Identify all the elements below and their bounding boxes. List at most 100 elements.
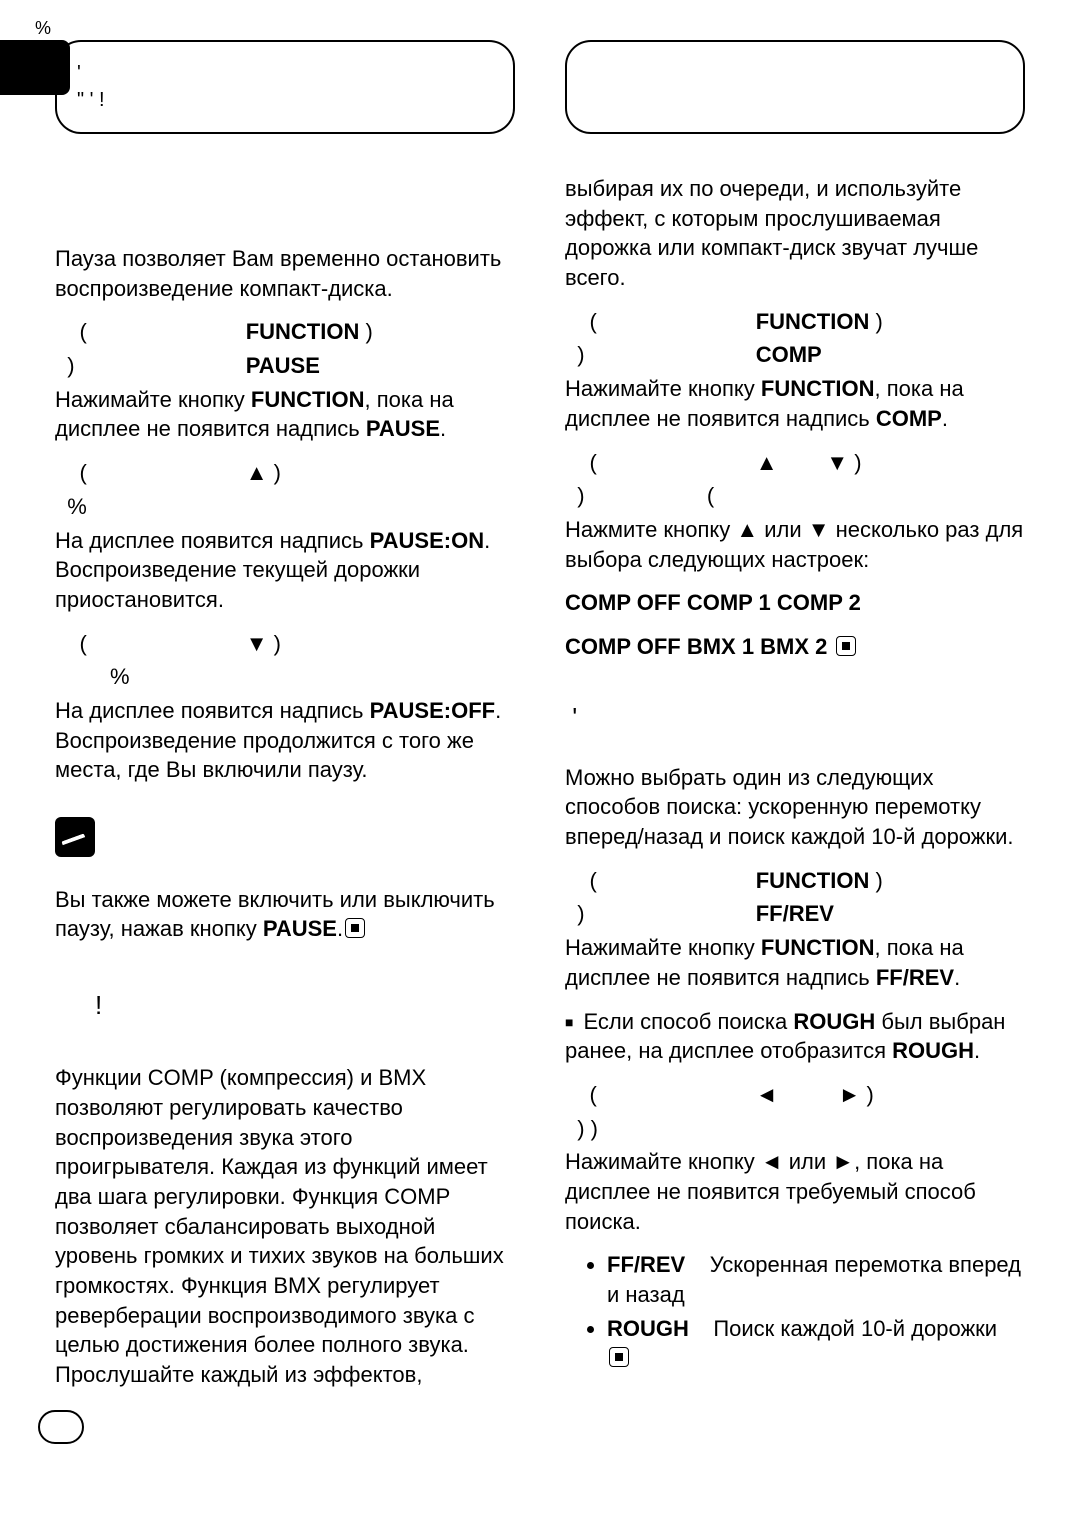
paren: ) bbox=[875, 868, 882, 893]
t: ' bbox=[572, 702, 577, 732]
t: FF/REV bbox=[876, 965, 954, 990]
square-bullet-icon bbox=[565, 1009, 583, 1034]
step-body: Нажимайте кнопку FUNCTION, пока на диспл… bbox=[55, 385, 515, 444]
t: . bbox=[942, 406, 948, 431]
function-label: FUNCTION bbox=[756, 309, 870, 334]
step-head-line2: % bbox=[55, 662, 515, 692]
paren: ) bbox=[577, 901, 584, 926]
paren: ) bbox=[577, 342, 584, 367]
paren: ) bbox=[854, 450, 861, 475]
pause-intro: Пауза позволяет Вам временно остановить … bbox=[55, 244, 515, 303]
search-options: FF/REV Ускоренная перемотка вперед и наз… bbox=[565, 1250, 1025, 1373]
paren: ( bbox=[707, 483, 714, 508]
paren: ( bbox=[589, 309, 596, 334]
comp-options-2: COMP OFF BMX 1 BMX 2 bbox=[565, 632, 1025, 662]
comp-continuation: выбирая их по очереди, и используйте эфф… bbox=[565, 174, 1025, 293]
t: FUNCTION bbox=[761, 935, 875, 960]
right-column: выбирая их по очереди, и используйте эфф… bbox=[565, 30, 1025, 1434]
triangle-left-icon bbox=[756, 1082, 778, 1107]
triangle-left-icon bbox=[761, 1149, 783, 1174]
columns: ' " ' ! Пауза позволяет Вам временно ост… bbox=[0, 30, 1080, 1434]
triangle-up-icon bbox=[736, 517, 758, 542]
t: Нажимайте кнопку bbox=[565, 376, 761, 401]
step-head: ( ) bbox=[565, 448, 1025, 478]
paren: ) bbox=[365, 319, 372, 344]
paren: ( bbox=[589, 1082, 596, 1107]
pct: % bbox=[67, 494, 87, 519]
step-head: ( ) bbox=[55, 458, 515, 488]
t: PAUSE bbox=[263, 916, 337, 941]
step-body: Нажмите кнопку или несколько раз для выб… bbox=[565, 515, 1025, 574]
pause-note: Вы также можете включить или выключить п… bbox=[55, 885, 515, 944]
t: FUNCTION bbox=[251, 387, 365, 412]
comp-step2: ( ) ) ( Наж bbox=[565, 448, 1025, 662]
paren: ) bbox=[274, 460, 281, 485]
note-icon bbox=[55, 817, 95, 857]
pause-step2: ( ) % На дисплее появится надпись PAUSE:… bbox=[55, 458, 515, 614]
opt-label: FF/REV bbox=[607, 1252, 685, 1277]
ffrev-label: FF/REV bbox=[756, 901, 834, 926]
t: . bbox=[954, 965, 960, 990]
function-label: FUNCTION bbox=[756, 868, 870, 893]
comp-title-marker: ! bbox=[95, 988, 515, 1023]
t: . bbox=[974, 1038, 980, 1063]
paren: ( bbox=[589, 868, 596, 893]
pause-step1: ( FUNCTION ) ) PAUSE Нажимайте кнопк bbox=[55, 317, 515, 444]
triangle-down-icon bbox=[246, 631, 268, 656]
t: ROUGH bbox=[892, 1038, 974, 1063]
header-box-right bbox=[565, 40, 1025, 134]
side-tab bbox=[0, 40, 70, 95]
triangle-right-icon bbox=[839, 1082, 861, 1107]
step-body: Нажимайте кнопку FUNCTION, пока на диспл… bbox=[565, 933, 1025, 992]
manual-page: % ' " ' ! Пауза позволяет Вам временно о… bbox=[0, 0, 1080, 1474]
search-step2: ( ) ) ) Нажимайте кнопку или , пока на д… bbox=[565, 1080, 1025, 1373]
paren: ) bbox=[875, 309, 882, 334]
paren: ) bbox=[577, 483, 584, 508]
pause-step3: ( ) % На дисплее появится надпись PAUSE:… bbox=[55, 629, 515, 785]
t: ROUGH bbox=[793, 1009, 875, 1034]
paren: ( bbox=[79, 460, 86, 485]
search-option: ROUGH Поиск каждой 10-й дорожки bbox=[607, 1314, 1025, 1373]
t: Нажимайте кнопку bbox=[55, 387, 251, 412]
opt-label: ROUGH bbox=[607, 1316, 689, 1341]
t: Нажмите кнопку bbox=[565, 517, 736, 542]
t: COMP bbox=[876, 406, 942, 431]
step-head: ( ) bbox=[55, 629, 515, 659]
pause-label: PAUSE bbox=[246, 353, 320, 378]
header-box-left: ' " ' ! bbox=[55, 40, 515, 134]
t: PAUSE:OFF bbox=[370, 698, 495, 723]
step-head-line2: ) ( bbox=[565, 481, 1025, 511]
t: PAUSE:ON bbox=[370, 528, 485, 553]
triangle-down-icon bbox=[826, 450, 848, 475]
triangle-up-icon bbox=[246, 460, 268, 485]
t: или bbox=[758, 517, 808, 542]
paren: ( bbox=[79, 319, 86, 344]
triangle-up-icon bbox=[756, 450, 778, 475]
t: ! bbox=[95, 990, 102, 1020]
paren: ( bbox=[79, 631, 86, 656]
step-head: ( ) bbox=[565, 1080, 1025, 1110]
search-step1: ( FUNCTION ) ) FF/REV Нажимайте кноп bbox=[565, 866, 1025, 1066]
t: . bbox=[337, 916, 343, 941]
t: На дисплее появится надпись bbox=[55, 698, 370, 723]
page-number-frame bbox=[38, 1410, 84, 1444]
left-column: ' " ' ! Пауза позволяет Вам временно ост… bbox=[55, 30, 515, 1434]
stop-icon bbox=[836, 636, 856, 656]
step-body: Нажимайте кнопку или , пока на дисплее н… bbox=[565, 1147, 1025, 1236]
step-body: Нажимайте кнопку FUNCTION, пока на диспл… bbox=[565, 374, 1025, 433]
t: FUNCTION bbox=[761, 376, 875, 401]
search-option: FF/REV Ускоренная перемотка вперед и наз… bbox=[607, 1250, 1025, 1309]
search-title-marker: ' bbox=[565, 700, 1025, 735]
t: COMP OFF BMX 1 BMX 2 bbox=[565, 634, 827, 659]
paren: ) ) bbox=[577, 1116, 598, 1141]
comp-intro: Функции COMP (компрессия) и BMX позволяю… bbox=[55, 1063, 515, 1390]
paren: ) bbox=[867, 1082, 874, 1107]
t: На дисплее появится надпись bbox=[55, 528, 370, 553]
paren: ( bbox=[589, 450, 596, 475]
headbox-line: " ' ! bbox=[77, 87, 493, 114]
paren: ) bbox=[67, 353, 74, 378]
step-head: ( FUNCTION ) bbox=[55, 317, 515, 347]
headbox-line: ' bbox=[77, 60, 493, 87]
stop-icon bbox=[609, 1347, 629, 1367]
step-head-line2: ) FF/REV bbox=[565, 899, 1025, 929]
